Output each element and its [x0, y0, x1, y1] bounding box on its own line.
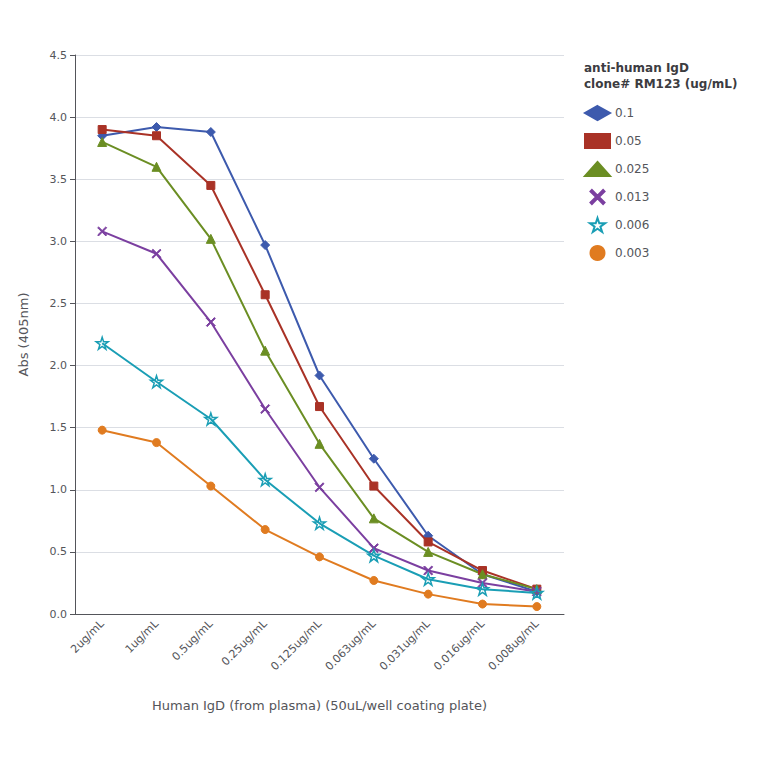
- svg-text:0.125ug/mL: 0.125ug/mL: [268, 617, 324, 673]
- svg-text:0.25ug/mL: 0.25ug/mL: [219, 617, 270, 668]
- svg-text:0.003: 0.003: [615, 246, 649, 260]
- svg-text:Abs (405nm): Abs (405nm): [16, 293, 31, 377]
- svg-text:0.031ug/mL: 0.031ug/mL: [377, 617, 433, 673]
- svg-text:0.025: 0.025: [615, 162, 649, 176]
- svg-text:4.5: 4.5: [50, 49, 68, 62]
- svg-text:Human IgD (from plasma) (50uL/: Human IgD (from plasma) (50uL/well coati…: [152, 698, 487, 713]
- svg-text:0.013: 0.013: [615, 190, 649, 204]
- svg-text:4.0: 4.0: [50, 111, 68, 124]
- svg-text:2.0: 2.0: [50, 359, 68, 372]
- svg-text:1ug/mL: 1ug/mL: [123, 617, 162, 656]
- svg-text:1.0: 1.0: [50, 483, 68, 496]
- svg-text:2ug/mL: 2ug/mL: [68, 617, 107, 656]
- svg-text:0.063ug/mL: 0.063ug/mL: [323, 617, 379, 673]
- svg-text:clone# RM123 (ug/mL): clone# RM123 (ug/mL): [584, 77, 737, 91]
- svg-text:2.5: 2.5: [50, 297, 68, 310]
- svg-text:3.0: 3.0: [50, 235, 68, 248]
- svg-text:0.008ug/mL: 0.008ug/mL: [486, 617, 542, 673]
- svg-text:1.5: 1.5: [50, 421, 68, 434]
- svg-text:0.1: 0.1: [615, 106, 634, 120]
- svg-text:0.0: 0.0: [50, 608, 68, 621]
- svg-text:0.006: 0.006: [615, 218, 649, 232]
- svg-text:0.05: 0.05: [615, 134, 642, 148]
- svg-text:anti-human IgD: anti-human IgD: [584, 61, 689, 75]
- svg-text:0.5: 0.5: [50, 545, 68, 558]
- svg-text:3.5: 3.5: [50, 173, 68, 186]
- svg-text:0.5ug/mL: 0.5ug/mL: [170, 617, 217, 664]
- svg-text:0.016ug/mL: 0.016ug/mL: [431, 617, 487, 673]
